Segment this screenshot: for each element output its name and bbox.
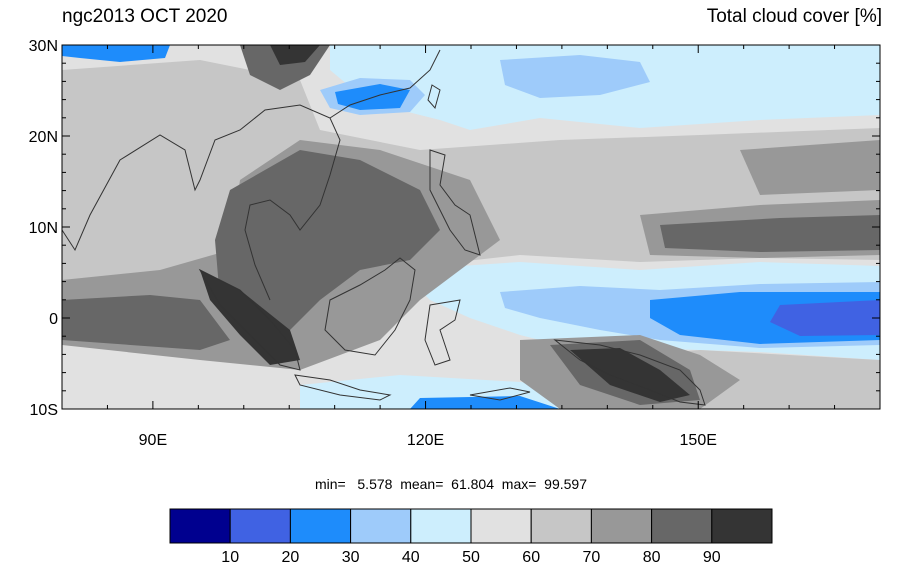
lon-tick-label: 120E (407, 432, 444, 449)
lat-tick-label: 20N (29, 129, 58, 146)
field-band-dark (215, 150, 440, 330)
colorbar-box (590, 508, 653, 544)
axis-tick-labels: 30N 20N 10N 0 10S 90E 120E 150E (29, 38, 717, 449)
coastline-china (329, 49, 441, 119)
coastlines (62, 49, 706, 406)
field-band-darkest (200, 270, 300, 365)
cloud-field (62, 45, 880, 409)
colorbar-label: 20 (282, 549, 300, 566)
field-band-dark (660, 215, 880, 252)
colorbar-box (470, 508, 532, 544)
colorbar-label: 70 (583, 549, 601, 566)
coastline-sumatra (198, 268, 301, 371)
field-patch-blue (770, 300, 880, 336)
colorbar-box (410, 508, 472, 544)
variable-title: Total cloud cover [%] (706, 6, 882, 27)
lat-tick-label: 0 (49, 311, 58, 328)
lat-tick-label: 10N (29, 220, 58, 237)
colorbar-label: 60 (522, 549, 540, 566)
lon-tick-label: 90E (139, 432, 167, 449)
field-patch-blue (500, 55, 650, 98)
colorbar-box (289, 508, 352, 544)
colorbar-labels: 10 20 30 40 50 60 70 80 90 (221, 549, 720, 566)
lon-tick-label: 150E (680, 432, 717, 449)
field-band-darkgrey (740, 140, 880, 195)
coastline-new-guinea (553, 339, 706, 406)
coastline-sulawesi (424, 299, 461, 366)
colorbar-label: 30 (342, 549, 360, 566)
coastline-philippines (429, 149, 481, 256)
lat-tick-label: 30N (29, 38, 58, 55)
field-band-darkest (270, 45, 320, 65)
coastline-taiwan (427, 84, 441, 110)
colorbar-label: 10 (221, 549, 239, 566)
coastline-indochina (62, 104, 341, 301)
coastline-java (294, 374, 392, 401)
coastline-borneo (324, 257, 416, 356)
colorbar-box (350, 508, 412, 544)
colorbar-label: 90 (703, 549, 721, 566)
stats-line: min= 5.578 mean= 61.804 max= 99.597 (314, 476, 587, 492)
field-band-dark (62, 295, 230, 350)
colorbar-box (169, 508, 231, 544)
colorbar (169, 508, 773, 544)
colorbar-box (651, 508, 713, 544)
colorbar-label: 40 (402, 549, 420, 566)
lat-tick-label: 10S (30, 402, 58, 419)
colorbar-label: 50 (462, 549, 480, 566)
colorbar-box (530, 508, 592, 544)
colorbar-label: 80 (643, 549, 661, 566)
colorbar-box (229, 508, 291, 544)
coastline-timor (469, 387, 531, 401)
map-title: ngc2013 OCT 2020 (62, 6, 228, 27)
colorbar-box (711, 508, 773, 544)
field-patch-blue (410, 396, 560, 409)
field-patch-blue (62, 45, 170, 62)
axis-ticks (61, 44, 881, 410)
field-band-darkest (570, 348, 690, 402)
